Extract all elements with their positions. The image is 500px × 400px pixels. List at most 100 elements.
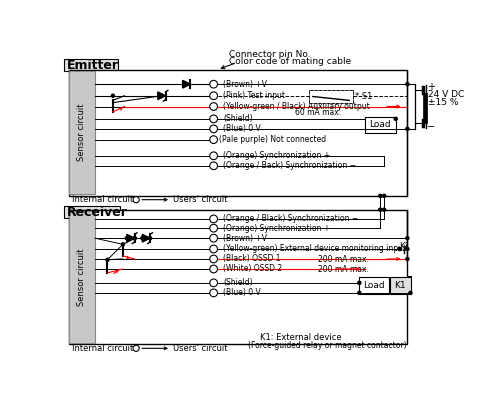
Text: (Black) OSSD 1: (Black) OSSD 1: [223, 254, 280, 264]
Text: (Force-guided relay or magnet contactor): (Force-guided relay or magnet contactor): [248, 342, 407, 350]
Text: 60 mA max.: 60 mA max.: [295, 108, 341, 117]
Text: (Pale purple) Not connected: (Pale purple) Not connected: [219, 135, 326, 144]
Circle shape: [210, 162, 218, 170]
Circle shape: [210, 125, 218, 133]
Circle shape: [122, 243, 124, 246]
Bar: [68, 211, 95, 343]
Text: 8: 8: [212, 280, 216, 286]
Circle shape: [133, 197, 139, 203]
Circle shape: [148, 237, 152, 240]
Circle shape: [133, 237, 136, 240]
Polygon shape: [142, 234, 150, 242]
Text: (Orange) Synchronization +: (Orange) Synchronization +: [223, 151, 330, 160]
Text: 5: 5: [212, 153, 216, 159]
Bar: [365, 116, 396, 133]
Text: ±15 %: ±15 %: [428, 98, 459, 107]
Text: (Brown) +V: (Brown) +V: [223, 234, 267, 243]
Circle shape: [378, 194, 382, 197]
Circle shape: [210, 224, 218, 232]
Text: −: −: [427, 122, 435, 132]
Bar: [64, 59, 118, 71]
Circle shape: [210, 245, 218, 253]
Text: Receiver: Receiver: [67, 206, 128, 219]
Circle shape: [210, 234, 218, 242]
Text: K1: External device: K1: External device: [260, 333, 342, 342]
Circle shape: [210, 265, 218, 273]
Bar: [68, 70, 407, 196]
Bar: [68, 210, 407, 344]
Text: 7: 7: [212, 290, 216, 296]
Text: * S1: * S1: [354, 92, 372, 101]
Circle shape: [210, 136, 218, 144]
Bar: [309, 90, 353, 103]
Text: 2: 2: [212, 235, 216, 241]
Circle shape: [394, 117, 398, 120]
Text: (Blue) 0 V: (Blue) 0 V: [223, 288, 260, 297]
Circle shape: [409, 291, 412, 294]
Polygon shape: [127, 234, 134, 242]
Text: K1: K1: [400, 242, 410, 251]
Text: 24 V DC: 24 V DC: [428, 90, 464, 100]
Text: 3: 3: [212, 93, 216, 99]
Text: 6: 6: [212, 163, 216, 169]
Text: Color code of mating cable: Color code of mating cable: [229, 56, 352, 66]
Text: 8: 8: [212, 116, 216, 122]
Circle shape: [210, 152, 218, 160]
Text: (Shield): (Shield): [223, 114, 252, 123]
Circle shape: [210, 92, 218, 100]
Text: (Orange / Black) Synchronization −: (Orange / Black) Synchronization −: [223, 214, 358, 224]
Circle shape: [382, 194, 386, 197]
Circle shape: [160, 94, 163, 97]
Text: Internal circuit: Internal circuit: [72, 195, 133, 204]
Text: (White) OSSD 2: (White) OSSD 2: [223, 264, 282, 274]
Text: 1: 1: [212, 266, 216, 272]
Circle shape: [358, 291, 361, 294]
Circle shape: [210, 279, 218, 287]
Text: Internal circuit: Internal circuit: [72, 344, 133, 353]
Circle shape: [406, 237, 409, 240]
Text: Users' circuit: Users' circuit: [172, 344, 227, 353]
Text: 200 mA max.: 200 mA max.: [318, 255, 369, 264]
Circle shape: [141, 237, 144, 240]
Circle shape: [210, 255, 218, 263]
Bar: [68, 71, 95, 194]
Circle shape: [406, 258, 409, 260]
Circle shape: [382, 208, 386, 211]
Text: (Shield): (Shield): [223, 278, 252, 287]
Text: 2: 2: [212, 81, 216, 87]
Circle shape: [112, 94, 114, 97]
Text: +: +: [428, 82, 436, 92]
Text: (Pink) Test input: (Pink) Test input: [223, 91, 285, 100]
Text: (Brown) +V: (Brown) +V: [223, 80, 267, 89]
Circle shape: [210, 289, 218, 297]
Text: 1: 1: [212, 137, 216, 143]
Text: (Blue) 0 V: (Blue) 0 V: [223, 124, 260, 133]
Bar: [390, 278, 411, 294]
Bar: [360, 278, 389, 294]
Text: Sensor circuit: Sensor circuit: [78, 104, 86, 162]
Circle shape: [210, 80, 218, 88]
Text: 4: 4: [212, 246, 216, 252]
Circle shape: [398, 248, 401, 250]
Text: 3: 3: [212, 256, 216, 262]
Circle shape: [406, 83, 409, 86]
Bar: [64, 206, 120, 218]
Text: 4: 4: [212, 104, 216, 110]
Text: (Yellow-green) External device monitoring input: (Yellow-green) External device monitorin…: [223, 244, 406, 254]
Text: Load: Load: [370, 120, 391, 129]
Text: Users' circuit: Users' circuit: [172, 195, 227, 204]
Text: Connector pin No.: Connector pin No.: [229, 50, 311, 59]
Polygon shape: [182, 80, 190, 88]
Bar: [423, 94, 427, 123]
Circle shape: [210, 103, 218, 110]
Text: 5: 5: [212, 225, 216, 231]
Text: K1: K1: [394, 282, 406, 290]
Circle shape: [133, 237, 136, 240]
Text: 200 mA max.: 200 mA max.: [318, 265, 369, 274]
Circle shape: [126, 237, 128, 240]
Text: (Yellow-green / Black) Auxiliary output: (Yellow-green / Black) Auxiliary output: [223, 102, 370, 111]
Polygon shape: [158, 92, 166, 100]
Circle shape: [358, 281, 361, 284]
Bar: [309, 90, 353, 103]
Circle shape: [133, 345, 139, 351]
